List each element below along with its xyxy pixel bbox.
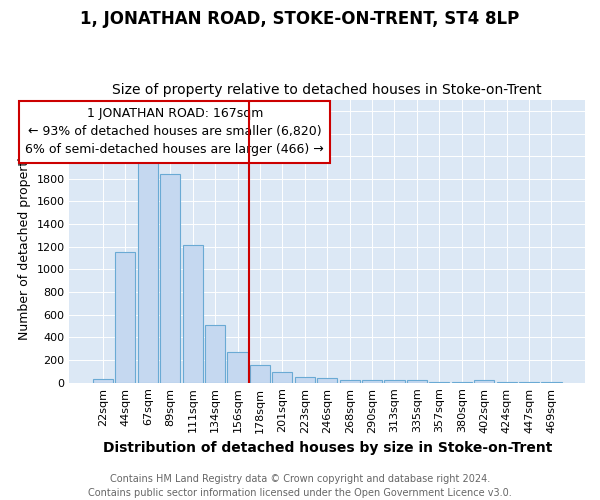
Title: Size of property relative to detached houses in Stoke-on-Trent: Size of property relative to detached ho… — [112, 83, 542, 97]
Bar — [93, 380, 113, 382]
Bar — [227, 352, 248, 382]
Bar — [205, 325, 225, 382]
Bar — [407, 380, 427, 382]
Bar — [250, 365, 270, 382]
X-axis label: Distribution of detached houses by size in Stoke-on-Trent: Distribution of detached houses by size … — [103, 441, 552, 455]
Bar — [295, 377, 315, 382]
Bar — [182, 244, 203, 382]
Text: 1, JONATHAN ROAD, STOKE-ON-TRENT, ST4 8LP: 1, JONATHAN ROAD, STOKE-ON-TRENT, ST4 8L… — [80, 10, 520, 28]
Text: 1 JONATHAN ROAD: 167sqm
← 93% of detached houses are smaller (6,820)
6% of semi-: 1 JONATHAN ROAD: 167sqm ← 93% of detache… — [25, 108, 324, 156]
Bar — [385, 380, 404, 382]
Bar — [474, 380, 494, 382]
Text: Contains HM Land Registry data © Crown copyright and database right 2024.
Contai: Contains HM Land Registry data © Crown c… — [88, 474, 512, 498]
Bar — [362, 380, 382, 382]
Bar — [272, 372, 292, 382]
Bar — [317, 378, 337, 382]
Bar — [340, 380, 360, 382]
Y-axis label: Number of detached properties: Number of detached properties — [18, 142, 31, 340]
Bar — [115, 252, 136, 382]
Bar — [138, 160, 158, 382]
Bar — [160, 174, 181, 382]
